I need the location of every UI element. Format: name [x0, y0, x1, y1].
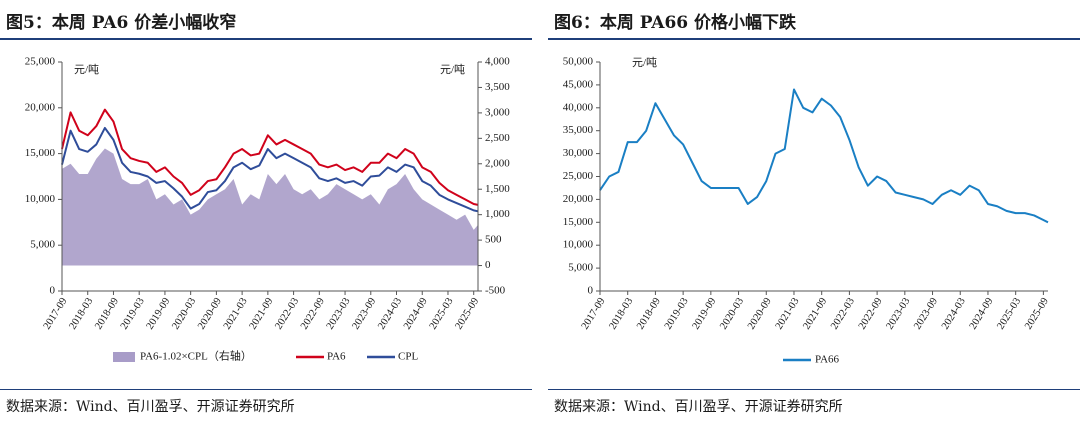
legend-label-pa66: PA66 [815, 354, 840, 366]
x-tick-label: 2021-03 [774, 296, 802, 332]
x-tick-label: 2021-03 [222, 296, 250, 332]
y-right-tick-label: 3,500 [485, 81, 510, 93]
y-unit-label: 元/吨 [632, 56, 657, 69]
x-tick-label: 2022-09 [857, 296, 885, 332]
x-tick-label: 2024-03 [376, 296, 404, 332]
x-tick-label: 2020-09 [746, 296, 774, 332]
figure-6-top-rule [548, 38, 1080, 40]
x-tick-label: 2020-03 [170, 296, 198, 332]
y-right-tick-label: 3,000 [485, 106, 510, 118]
y-tick-label: 25,000 [563, 170, 594, 182]
y-tick-label: 15,000 [563, 216, 594, 228]
x-tick-label: 2018-09 [93, 296, 121, 332]
x-tick-label: 2023-09 [350, 296, 378, 332]
figure-6-bottom-rule [548, 389, 1080, 390]
x-tick-label: 2025-03 [428, 296, 456, 332]
x-tick-label: 2017-09 [580, 296, 608, 332]
figure-6-source: 数据来源：Wind、百川盈孚、开源证券研究所 [554, 399, 843, 415]
y-tick-label: 0 [588, 285, 594, 297]
legend-swatch-pa6-spread [113, 352, 135, 362]
x-tick-label: 2022-03 [829, 296, 857, 332]
y-left-tick-label: 20,000 [25, 101, 56, 113]
x-tick-label: 2019-03 [663, 296, 691, 332]
x-tick-label: 2021-09 [248, 296, 276, 332]
y-tick-label: 5,000 [568, 262, 593, 274]
legend-label-cpl: CPL [398, 351, 418, 363]
x-tick-label: 2023-03 [325, 296, 353, 332]
y-tick-label: 30,000 [563, 147, 594, 159]
x-tick-label: 2022-09 [299, 296, 327, 332]
y-right-tick-label: 4,000 [485, 56, 510, 68]
x-tick-label: 2023-09 [912, 296, 940, 332]
figure-5-source: 数据来源：Wind、百川盈孚、开源证券研究所 [6, 399, 295, 415]
y-left-tick-label: 15,000 [25, 147, 56, 159]
x-tick-label: 2019-03 [119, 296, 147, 332]
x-tick-label: 2025-09 [453, 296, 481, 332]
x-tick-label: 2020-09 [196, 296, 224, 332]
y-left-tick-label: 0 [50, 285, 56, 297]
y-right-tick-label: 0 [485, 259, 491, 271]
pa6-spread-chart: 0 5,000 10,000 15,000 20,000 25,000 -500 0 500 1,… [25, 56, 511, 363]
y-right-tick-label: 1,500 [485, 183, 510, 195]
figure-5-title: 图5：本周 PA6 价差小幅收窄 [6, 13, 237, 33]
legend-label-pa6-spread: PA6-1.02×CPL（右轴） [140, 349, 252, 363]
y-tick-label: 35,000 [563, 124, 594, 136]
series-line-pa6 [61, 108, 479, 206]
x-tick-label: 2024-03 [940, 296, 968, 332]
series-line-cpl [61, 126, 479, 213]
y-right-tick-label: 2,500 [485, 132, 510, 144]
y-left-unit-label: 元/吨 [74, 63, 99, 76]
figure-5-panel: 图5：本周 PA6 价差小幅收窄 0 5,000 10,000 15,000 20,00… [0, 0, 532, 422]
x-tick-label: 2019-09 [691, 296, 719, 332]
figure-6-title: 图6：本周 PA66 价格小幅下跌 [554, 13, 797, 33]
series-line-pa66 [599, 88, 1049, 224]
x-tick-label: 2017-09 [42, 296, 70, 332]
figure-5-top-rule [0, 38, 532, 40]
x-tick-label: 2025-03 [995, 296, 1023, 332]
x-tick-label: 2024-09 [402, 296, 430, 332]
pa66-price-chart: 0 5,000 10,000 15,000 20,000 25,000 30,000 35,0… [563, 56, 1051, 366]
y-left-tick-label: 25,000 [25, 56, 56, 68]
x-tick-label: 2023-03 [885, 296, 913, 332]
x-tick-label: 2022-03 [273, 296, 301, 332]
y-tick-label: 50,000 [563, 56, 594, 68]
series-area-pa6-spread [62, 148, 478, 266]
y-tick-label: 45,000 [563, 78, 594, 90]
x-tick-label: 2018-03 [67, 296, 95, 332]
y-right-tick-label: 500 [485, 234, 502, 246]
legend-label-pa6: PA6 [327, 351, 346, 363]
x-tick-label: 2024-09 [968, 296, 996, 332]
x-tick-label: 2018-09 [635, 296, 663, 332]
y-right-unit-label: 元/吨 [440, 63, 465, 76]
y-right-tick-label: 2,000 [485, 157, 510, 169]
y-left-tick-label: 10,000 [25, 193, 56, 205]
x-tick-label: 2020-03 [718, 296, 746, 332]
y-tick-label: 40,000 [563, 101, 594, 113]
x-tick-label: 2025-09 [1023, 296, 1051, 332]
y-right-tick-label: -500 [485, 285, 506, 297]
x-tick-label: 2018-03 [607, 296, 635, 332]
figure-6-panel: 图6：本周 PA66 价格小幅下跌 0 5,000 10,000 15,000 20,0… [548, 0, 1080, 422]
figure-5-bottom-rule [0, 389, 532, 390]
y-right-tick-label: 1,000 [485, 208, 510, 220]
y-tick-label: 20,000 [563, 193, 594, 205]
x-tick-label: 2019-09 [145, 296, 173, 332]
y-left-tick-label: 5,000 [30, 239, 55, 251]
x-tick-label: 2021-09 [801, 296, 829, 332]
y-tick-label: 10,000 [563, 239, 594, 251]
